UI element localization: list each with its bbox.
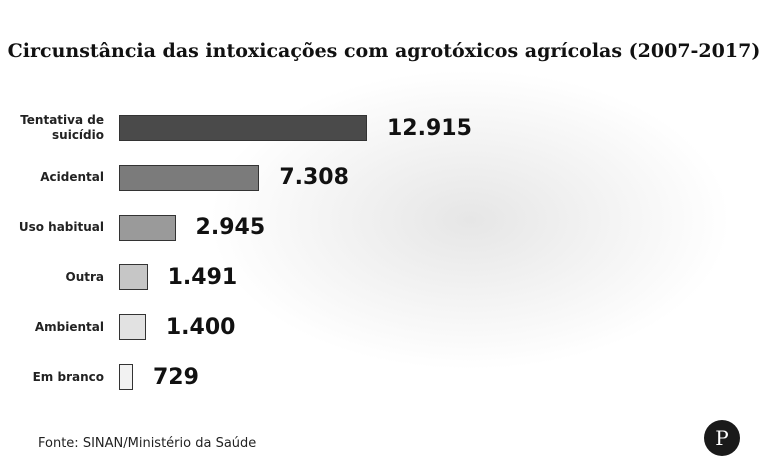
category-label: Uso habitual [18,220,104,235]
value-label: 729 [152,364,199,390]
source: Fonte: SINAN/Ministério da Saúde [38,436,257,451]
value-label: 1.491 [167,264,238,290]
chart-title: Circunstância das intoxicações com agrot… [7,40,761,62]
bar [119,214,176,241]
bar [119,164,260,191]
category-label: Em branco [32,369,104,384]
bar [119,364,133,390]
value-label: 2.945 [195,215,266,241]
value-label: 1.400 [165,314,236,340]
category-label: Tentativa de suicídio [20,113,104,142]
value-label: 12.915 [387,115,472,141]
bar [119,115,367,141]
category-label: Ambiental [34,319,104,334]
category-label: Outra [65,269,105,284]
logo: P [704,420,740,456]
bar [119,314,146,341]
category-label: Acidental [40,170,104,185]
value-label: 7.308 [279,165,349,191]
bar [119,264,148,291]
